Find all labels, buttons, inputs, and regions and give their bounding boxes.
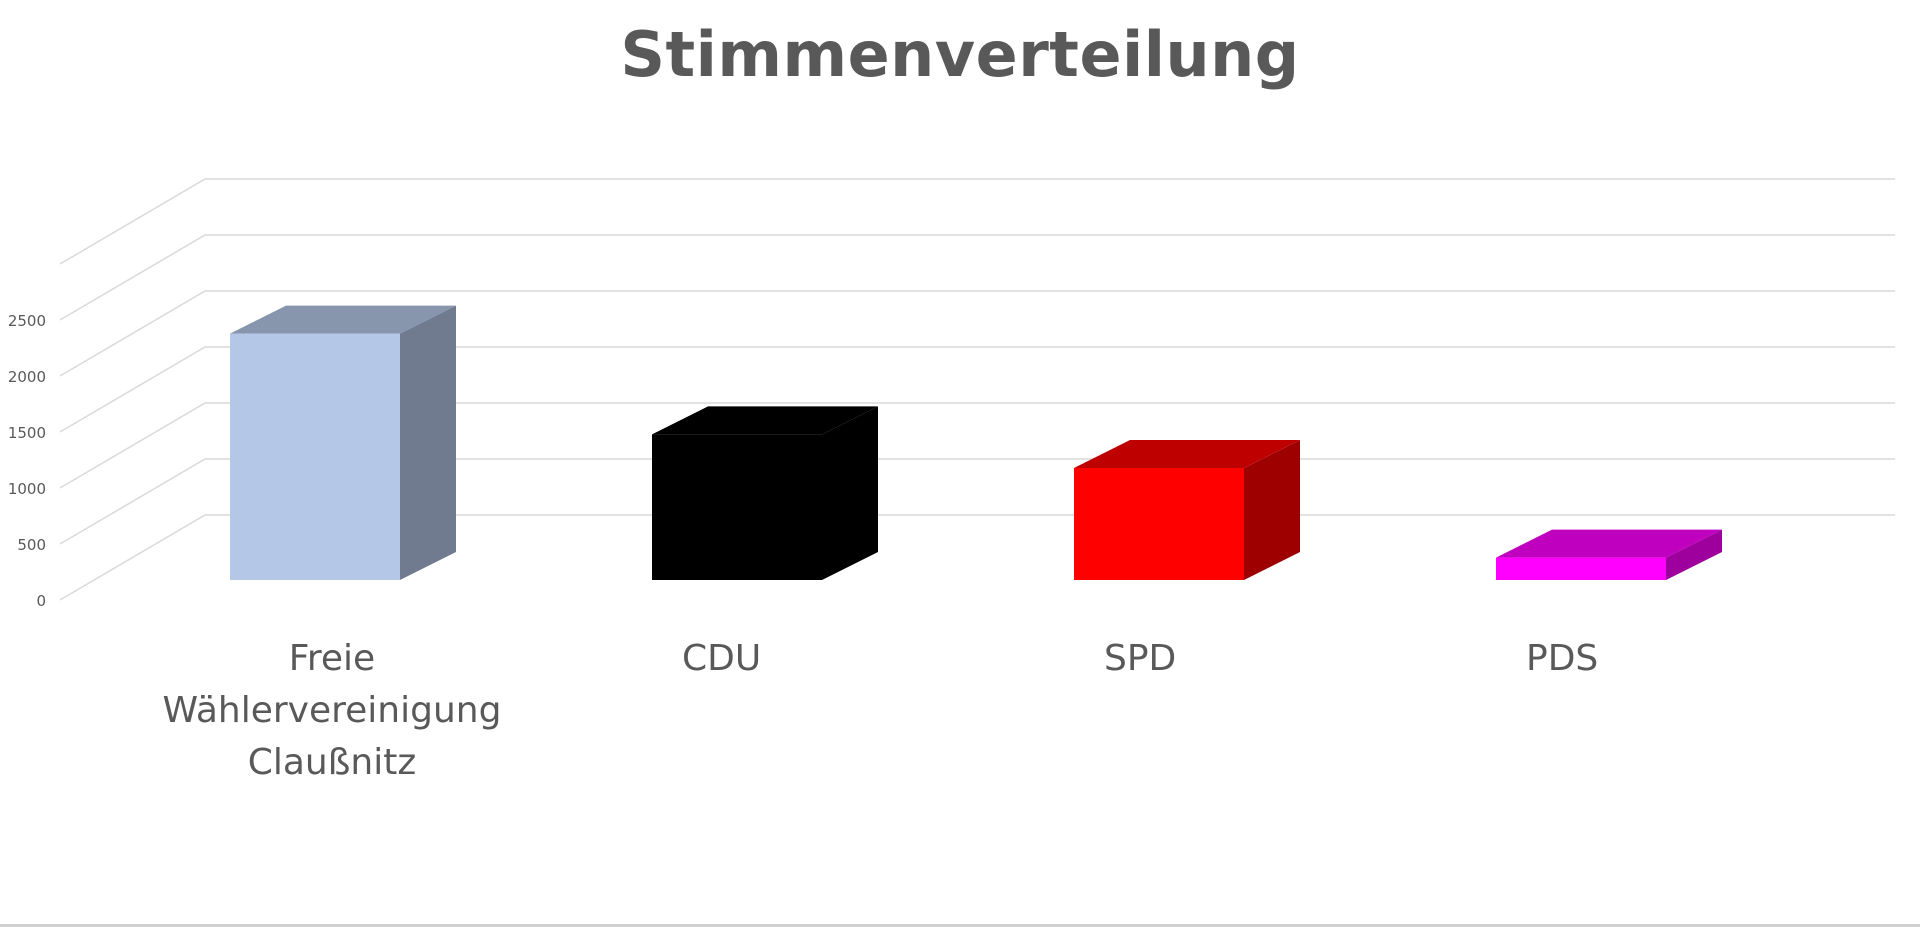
gridline (59, 178, 1895, 265)
x-category-label: PDS (1526, 638, 1598, 679)
bar-top (230, 305, 456, 334)
y-axis-ticks: 0 500 1000 1500 2000 2500 (8, 312, 46, 610)
bars (230, 305, 1722, 580)
bar (1496, 529, 1722, 580)
bar-front (652, 434, 822, 580)
bar-front (1496, 557, 1666, 580)
gridline (59, 514, 1895, 601)
x-axis-categories: Freie Wählervereinigung Claußnitz CDU SPD PDS (163, 638, 1599, 783)
y-tick-label: 500 (17, 536, 46, 554)
gridline (59, 290, 1895, 377)
bar-side (1666, 529, 1722, 580)
bar-front (1074, 468, 1244, 580)
gridline (59, 346, 1895, 433)
bar (652, 406, 878, 580)
gridline (59, 234, 1895, 321)
grid-layer (59, 178, 1895, 601)
x-category-label: CDU (682, 638, 761, 679)
bar (230, 305, 456, 580)
bar-side (1244, 440, 1300, 580)
bar-side (400, 305, 456, 580)
bar-top (1496, 529, 1722, 558)
x-category-label: SPD (1104, 638, 1176, 679)
x-category-label: Freie Wählervereinigung Claußnitz (163, 638, 502, 783)
gridline (59, 402, 1895, 489)
bar-top (652, 406, 878, 435)
chart-title: Stimmenverteilung (620, 18, 1300, 91)
y-tick-label: 2500 (8, 312, 46, 330)
bottom-divider (0, 924, 1920, 927)
bar-front (230, 333, 400, 580)
y-tick-label: 1500 (8, 424, 46, 442)
y-tick-label: 1000 (8, 480, 46, 498)
y-tick-label: 2000 (8, 368, 46, 386)
gridline (59, 458, 1895, 545)
y-tick-label: 0 (36, 592, 46, 610)
bar-top (1074, 440, 1300, 468)
bar (1074, 440, 1300, 580)
bar-side (822, 406, 878, 580)
